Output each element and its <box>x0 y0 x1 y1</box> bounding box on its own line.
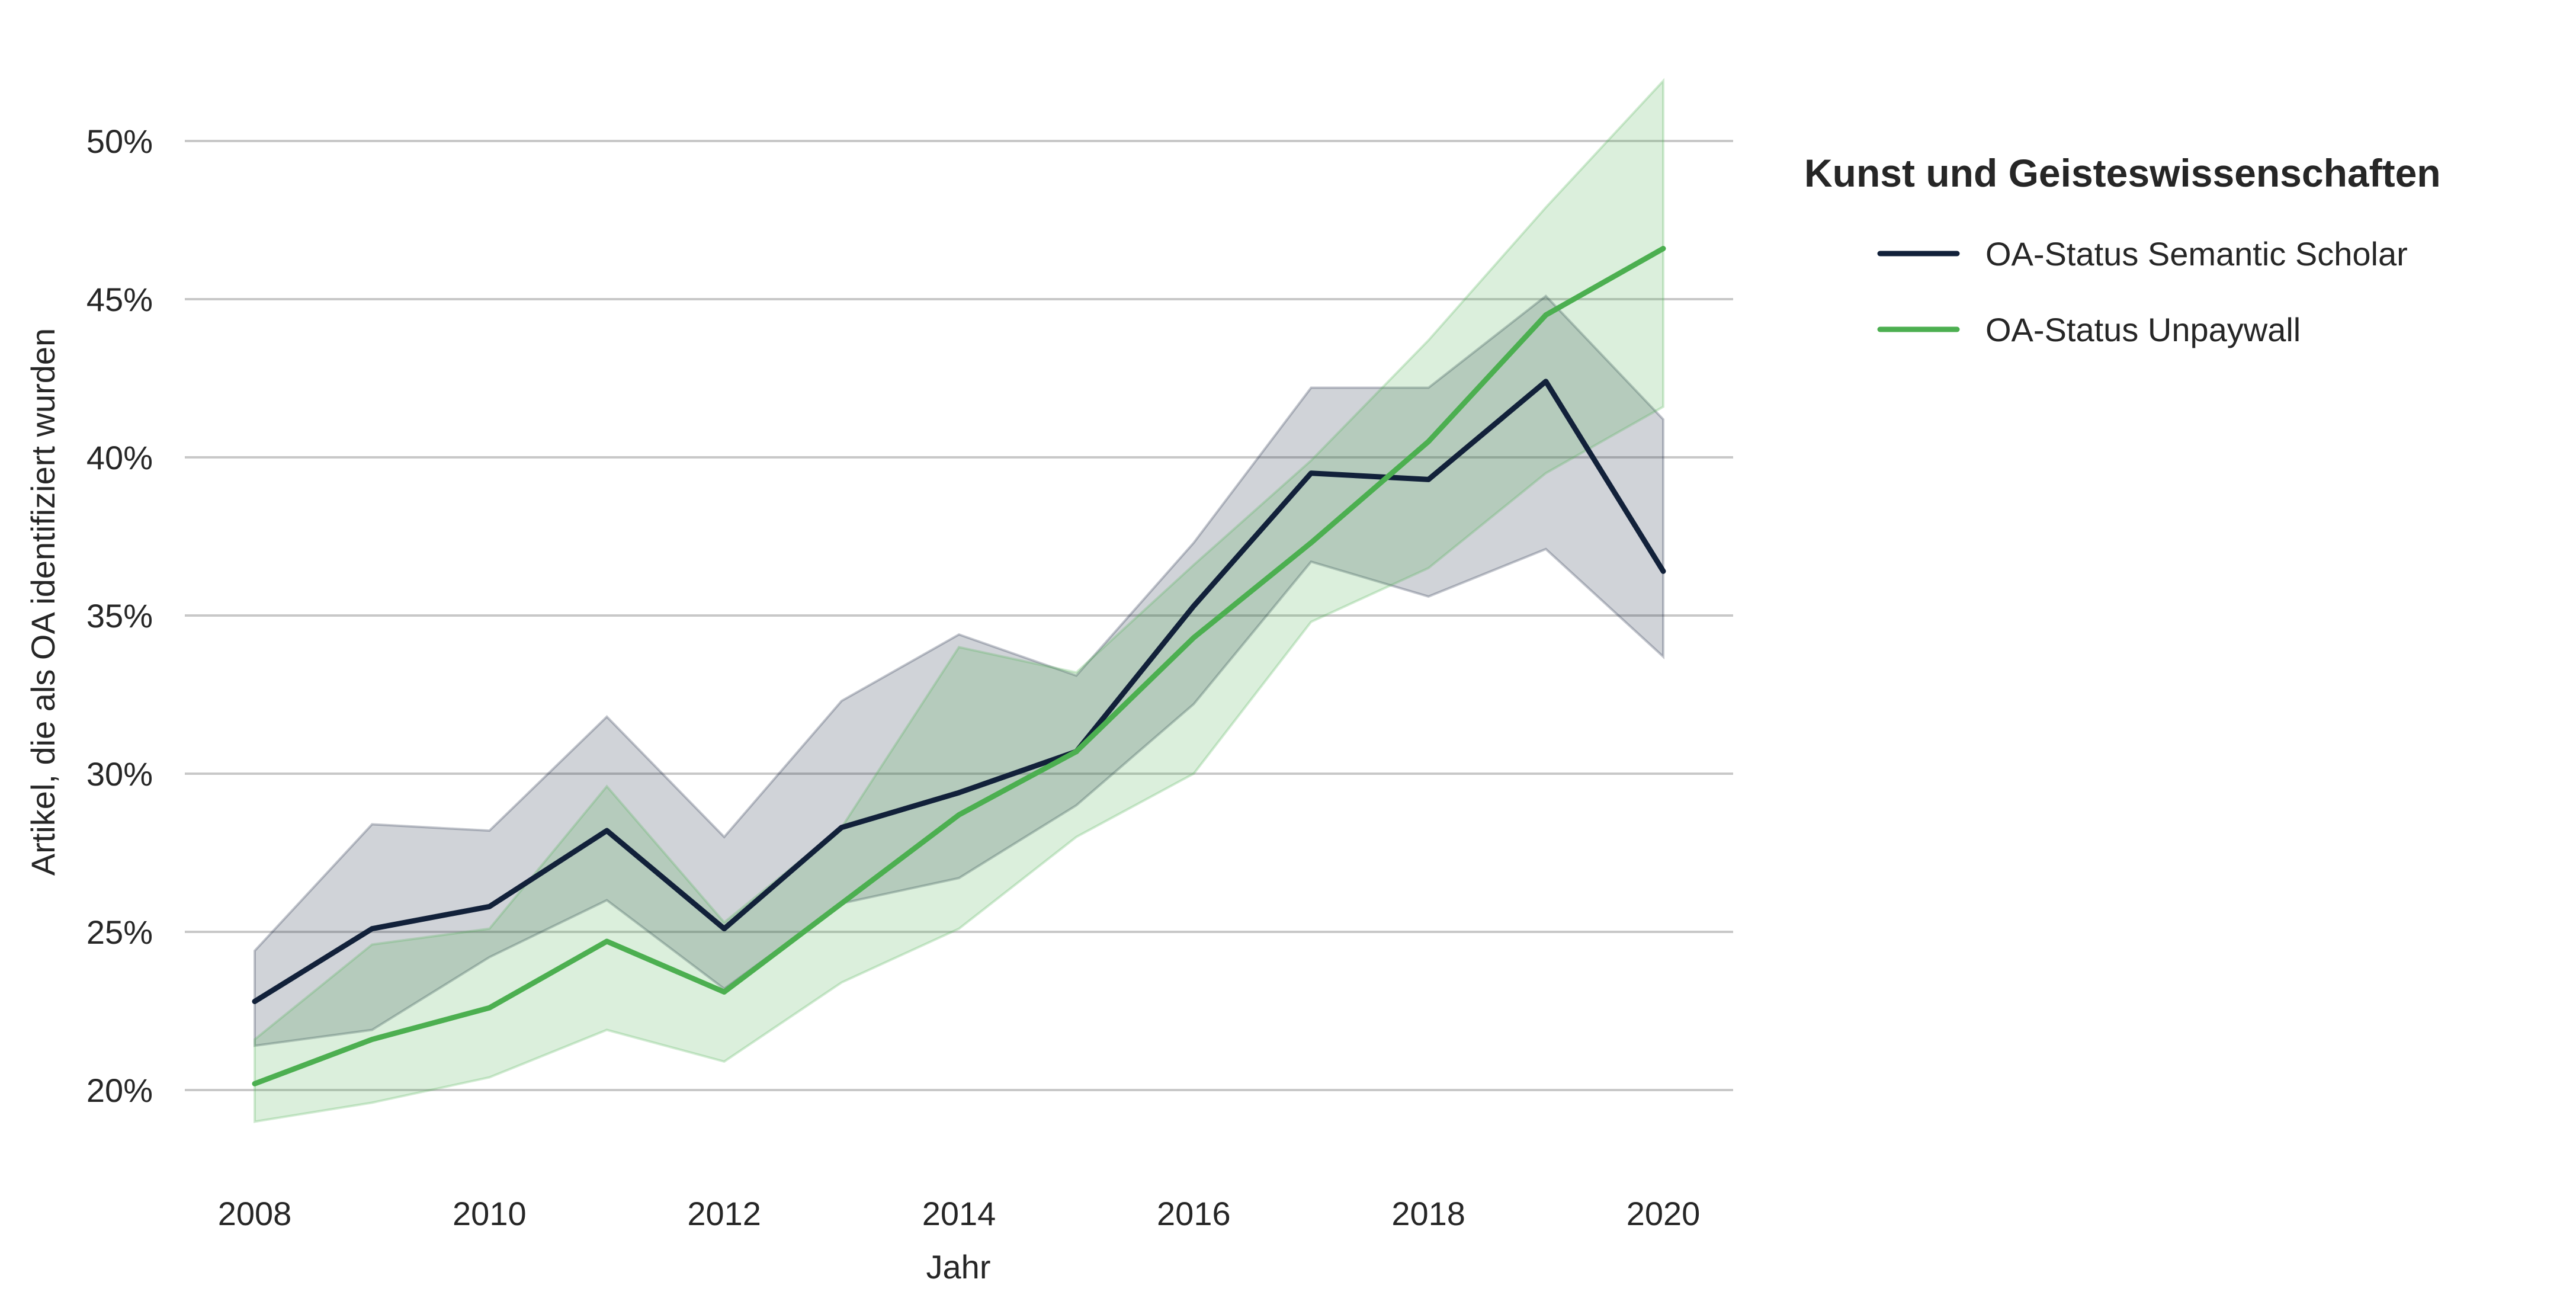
y-tick-label: 45% <box>86 281 153 318</box>
y-tick-label: 25% <box>86 913 153 951</box>
legend-item-unpaywall: OA-Status Unpaywall <box>1877 311 2301 348</box>
x-axis-title: Jahr <box>926 1248 991 1286</box>
data-point-oa-status-semantic-scholar <box>489 906 490 907</box>
legend-item-semantic-scholar: OA-Status Semantic Scholar <box>1877 235 2408 273</box>
y-tick-labels: 20% 25% 30% 35% 40% 45% 50% <box>86 123 153 1109</box>
y-tick-label: 30% <box>86 755 153 793</box>
y-tick-label: 35% <box>86 597 153 634</box>
legend-title: Kunst und Geisteswissenschaften <box>1804 151 2441 195</box>
data-point-oa-status-unpaywall <box>1076 751 1077 752</box>
data-point-oa-status-semantic-scholar <box>1663 571 1664 572</box>
data-point-oa-status-semantic-scholar <box>1545 381 1546 382</box>
y-tick-label: 50% <box>86 123 153 160</box>
x-tick-label: 2014 <box>922 1195 996 1232</box>
data-point-oa-status-unpaywall <box>372 1039 373 1040</box>
x-tick-label: 2016 <box>1157 1195 1231 1232</box>
data-point-oa-status-semantic-scholar <box>1428 479 1429 480</box>
confidence-band-oa-status-unpaywall <box>254 78 1664 1123</box>
x-tick-label: 2008 <box>218 1195 292 1232</box>
data-point-oa-status-semantic-scholar <box>372 928 373 929</box>
x-tick-label: 2018 <box>1391 1195 1465 1232</box>
y-tick-label: 40% <box>86 439 153 476</box>
y-axis-title: Artikel, die als OA identifiziert wurden <box>24 328 62 876</box>
series-lines <box>252 246 1666 1086</box>
x-tick-label: 2020 <box>1627 1195 1701 1232</box>
confidence-bands <box>254 78 1664 1123</box>
confidence-band-oa-status-semantic-scholar <box>254 294 1664 1047</box>
data-point-oa-status-semantic-scholar <box>841 827 842 828</box>
grid-lines <box>185 140 1733 1091</box>
x-tick-labels: 2008 2010 2012 2014 2016 2018 2020 <box>218 1195 1701 1232</box>
data-point-oa-status-unpaywall <box>1428 441 1429 442</box>
series-line-oa-status-semantic-scholar <box>252 379 1666 1004</box>
x-tick-label: 2012 <box>687 1195 761 1232</box>
legend: Kunst und Geisteswissenschaften OA-Statu… <box>1804 151 2441 348</box>
x-tick-label: 2010 <box>453 1195 527 1232</box>
data-point-oa-status-unpaywall <box>1663 248 1664 249</box>
legend-label-semantic-scholar: OA-Status Semantic Scholar <box>1985 235 2408 273</box>
series-line-oa-status-unpaywall <box>252 246 1666 1086</box>
legend-label-unpaywall: OA-Status Unpaywall <box>1985 311 2301 348</box>
y-tick-label: 20% <box>86 1072 153 1109</box>
